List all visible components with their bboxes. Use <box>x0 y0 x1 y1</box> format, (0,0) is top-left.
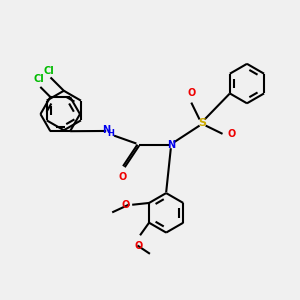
Text: O: O <box>121 200 129 210</box>
Text: H: H <box>107 129 114 138</box>
Text: O: O <box>187 88 195 98</box>
Text: Cl: Cl <box>44 66 54 76</box>
Text: S: S <box>198 118 206 128</box>
Text: Cl: Cl <box>33 74 44 84</box>
Text: N: N <box>102 124 110 134</box>
Text: O: O <box>119 172 127 182</box>
Text: O: O <box>227 129 236 139</box>
Text: N: N <box>167 140 175 150</box>
Text: O: O <box>134 241 142 251</box>
